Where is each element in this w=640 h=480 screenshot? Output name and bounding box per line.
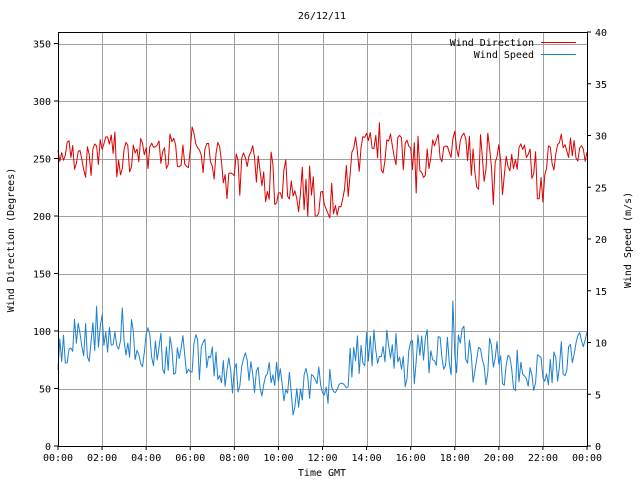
right-axis-ticks: 0 5 10 15 20 25 30 35 40 [587,28,607,453]
x-tick-label: 04:00 [131,453,161,464]
x-tick-label: 10:00 [263,453,293,464]
right-tick-label: 15 [595,287,607,298]
left-axis-label: Wind Direction (Degrees) [6,168,17,313]
chart-title: 26/12/11 [298,11,346,22]
x-tick-label: 20:00 [484,453,514,464]
grid [58,32,587,446]
x-tick-label: 06:00 [175,453,205,464]
x-tick-label: 02:00 [87,453,117,464]
left-tick-label: 300 [33,97,51,108]
right-tick-label: 0 [595,442,601,453]
left-tick-label: 100 [33,327,51,338]
left-tick-label: 50 [39,385,51,396]
x-axis-label: Time GMT [298,468,346,479]
x-tick-label: 08:00 [219,453,249,464]
left-tick-label: 200 [33,212,51,223]
x-tick-label: 18:00 [440,453,470,464]
x-tick-label: 12:00 [307,453,337,464]
right-tick-label: 10 [595,339,607,350]
series-line-wind-direction [57,122,588,219]
left-tick-label: 350 [33,40,51,51]
x-tick-label: 00:00 [572,453,602,464]
right-tick-label: 5 [595,390,601,401]
series-line-wind-speed [57,300,588,416]
x-tick-label: 16:00 [396,453,426,464]
series-layer [57,122,588,416]
right-tick-label: 40 [595,28,607,39]
x-tick-label: 14:00 [352,453,382,464]
right-tick-label: 20 [595,235,607,246]
right-tick-label: 25 [595,183,607,194]
left-tick-label: 250 [33,155,51,166]
x-tick-label: 00:00 [43,453,73,464]
x-tick-label: 22:00 [528,453,558,464]
right-axis-label: Wind Speed (m/s) [623,192,634,288]
left-axis-ticks: 0 50 100 150 200 250 300 350 [33,40,58,453]
right-tick-label: 30 [595,132,607,143]
left-tick-label: 150 [33,270,51,281]
legend: Wind Direction Wind Speed [450,38,576,61]
x-axis-ticks: 00:00 02:00 04:00 06:00 08:00 10:00 12:00 14:00… [43,446,602,464]
left-tick-label: 0 [45,442,51,453]
right-tick-label: 35 [595,80,607,91]
legend-label-wind-speed: Wind Speed [474,50,534,61]
legend-label-wind-direction: Wind Direction [450,38,534,49]
